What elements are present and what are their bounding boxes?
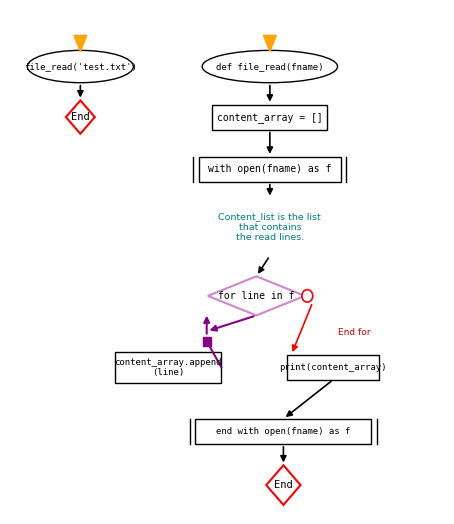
Text: print(content_array): print(content_array)	[279, 363, 387, 372]
Text: with open(fname) as f: with open(fname) as f	[208, 164, 331, 174]
Ellipse shape	[27, 50, 133, 83]
Polygon shape	[208, 276, 305, 315]
FancyBboxPatch shape	[199, 157, 341, 182]
FancyBboxPatch shape	[115, 352, 222, 383]
Circle shape	[302, 290, 313, 302]
Text: End: End	[71, 112, 90, 122]
Polygon shape	[263, 36, 276, 51]
FancyBboxPatch shape	[212, 105, 327, 129]
Text: def file_read(fname): def file_read(fname)	[216, 62, 324, 71]
Text: End: End	[274, 480, 293, 490]
FancyBboxPatch shape	[195, 419, 371, 444]
Text: file_read('test.txt'): file_read('test.txt')	[24, 62, 137, 71]
Text: Content_list is the list
that contains
the read lines.: Content_list is the list that contains t…	[218, 212, 321, 242]
FancyBboxPatch shape	[287, 355, 379, 380]
Polygon shape	[66, 101, 95, 134]
FancyBboxPatch shape	[202, 336, 211, 346]
Polygon shape	[74, 36, 87, 51]
Text: End for: End for	[338, 328, 370, 337]
Text: for line in f: for line in f	[218, 291, 295, 301]
Polygon shape	[266, 465, 301, 505]
Ellipse shape	[202, 50, 338, 83]
Text: content_array = []: content_array = []	[217, 112, 323, 123]
Text: end with open(fname) as f: end with open(fname) as f	[216, 427, 350, 436]
Text: content_array.append
(line): content_array.append (line)	[114, 357, 222, 377]
